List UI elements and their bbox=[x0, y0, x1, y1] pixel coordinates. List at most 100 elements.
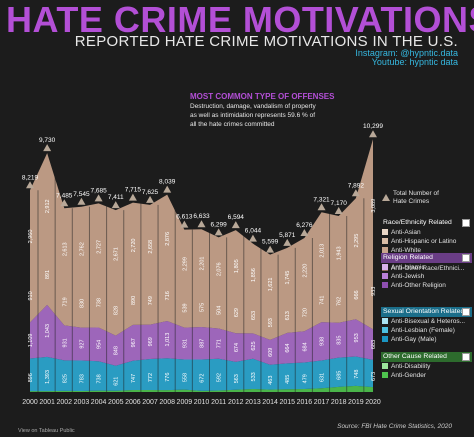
anti-white-value-label: 738 bbox=[97, 298, 103, 307]
x-tick-label: 2010 bbox=[194, 399, 210, 406]
legend-swatch bbox=[382, 318, 388, 324]
page-subtitle: REPORTED HATE CRIME MOTIVATIONS IN THE U… bbox=[74, 33, 458, 50]
anti-white-value-label: 762 bbox=[337, 297, 343, 306]
legend-item[interactable]: Anti-Gender bbox=[381, 371, 472, 380]
anti-black-value-label: 2,076 bbox=[217, 262, 223, 276]
legend-group-religion-related: Religion Related Anti-Islamic Anti-Jewish A… bbox=[381, 253, 472, 290]
anti-gay-value-label: 747 bbox=[131, 374, 137, 383]
anti-black-value-label: 2,876 bbox=[165, 232, 171, 246]
anti-white-value-label: 890 bbox=[131, 296, 137, 305]
annotation-heading: MOST COMMON TYPE OF OFFENSES bbox=[190, 92, 335, 101]
anti-black-value-label: 2,671 bbox=[114, 247, 120, 261]
anti-black-value-label: 1,805 bbox=[234, 259, 240, 273]
legend-item[interactable]: Anti-White bbox=[381, 246, 472, 255]
legend-group-other-cause-related: Other Cause Related Anti-Disability Anti-G… bbox=[381, 352, 472, 380]
checkbox-icon[interactable] bbox=[462, 308, 470, 316]
youtube-handle[interactable]: Youtube: hypntic data bbox=[371, 57, 458, 67]
legend-group-title[interactable]: Religion Related bbox=[381, 253, 472, 263]
legend-item[interactable]: Anti-Asian bbox=[381, 228, 472, 237]
anti-gay-value-label: 738 bbox=[97, 374, 103, 383]
legend-group-title[interactable]: Sexual Orientation Related bbox=[381, 307, 472, 317]
total-marker bbox=[266, 245, 275, 253]
anti-jewish-value-label: 664 bbox=[285, 343, 291, 352]
legend-item[interactable]: Anti-Gay (Male) bbox=[381, 335, 472, 344]
total-marker bbox=[197, 220, 206, 228]
anti-white-value-label: 629 bbox=[234, 308, 240, 317]
total-value-label: 8,039 bbox=[159, 179, 176, 186]
anti-jewish-value-label: 969 bbox=[148, 337, 154, 346]
anti-white-value-label: 830 bbox=[79, 299, 85, 308]
anti-gay-value-label: 592 bbox=[217, 373, 223, 382]
legend-swatch bbox=[382, 229, 388, 235]
anti-jewish-value-label: 674 bbox=[234, 343, 240, 352]
anti-black-value-label: 2,762 bbox=[79, 242, 85, 256]
legend-item[interactable]: Anti-Islamic bbox=[381, 263, 472, 272]
anti-white-value-label: 613 bbox=[285, 311, 291, 320]
anti-gay-value-label: 533 bbox=[251, 372, 257, 381]
legend-swatch bbox=[382, 363, 388, 369]
checkbox-icon[interactable] bbox=[462, 254, 470, 262]
anti-black-value-label: 2,613 bbox=[62, 242, 68, 256]
anti-gay-value-label: 631 bbox=[320, 373, 326, 382]
total-marker bbox=[77, 197, 86, 205]
checkbox-icon[interactable] bbox=[462, 219, 470, 227]
total-marker bbox=[43, 144, 52, 152]
total-value-label: 7,545 bbox=[73, 191, 90, 198]
checkbox-icon[interactable] bbox=[462, 353, 470, 361]
total-marker bbox=[60, 199, 69, 207]
area-other-cause-related bbox=[30, 385, 373, 392]
legend-group-title-text: Religion Related bbox=[383, 254, 433, 261]
legend-item[interactable]: Anti-Lesbian (Female) bbox=[381, 326, 472, 335]
total-value-label: 7,321 bbox=[313, 196, 330, 203]
anti-jewish-value-label: 953 bbox=[354, 333, 360, 342]
anti-white-value-label: 539 bbox=[182, 303, 188, 312]
total-value-label: 8,219 bbox=[22, 174, 39, 181]
anti-black-value-label: 2,013 bbox=[320, 244, 326, 258]
legend-swatch bbox=[382, 247, 388, 253]
x-tick-label: 2008 bbox=[159, 399, 175, 406]
total-marker bbox=[369, 130, 377, 138]
x-tick-label: 2002 bbox=[57, 399, 73, 406]
legend-swatch bbox=[382, 336, 388, 342]
legend-item[interactable]: Anti-Bisexual & Heteros... bbox=[381, 317, 472, 326]
anti-black-value-label: 1,943 bbox=[337, 246, 343, 260]
anti-jewish-value-label: 887 bbox=[200, 339, 206, 348]
x-tick-label: 2014 bbox=[262, 399, 278, 406]
legend-group-title[interactable]: Other Cause Related bbox=[381, 352, 472, 362]
legend-group-title[interactable]: Race/Ethnicity Related bbox=[381, 218, 472, 228]
x-tick-label: 2013 bbox=[245, 399, 261, 406]
total-marker bbox=[128, 193, 137, 201]
anti-gay-value-label: 485 bbox=[285, 375, 291, 384]
total-marker bbox=[26, 181, 34, 189]
anti-gay-value-label: 479 bbox=[302, 374, 308, 383]
legend-item-label: Anti-Gender bbox=[391, 372, 427, 379]
legend-swatch bbox=[382, 372, 388, 378]
legend-item[interactable]: Anti-Jewish bbox=[381, 272, 472, 281]
instagram-handle[interactable]: Instagram: @hypntic.data bbox=[355, 48, 458, 58]
anti-white-value-label: 828 bbox=[114, 306, 120, 315]
legend-item-label: Anti-Jewish bbox=[391, 273, 425, 280]
source-note: Source: FBI Hate Crime Statistics, 2020 bbox=[337, 423, 452, 430]
total-value-label: 7,170 bbox=[331, 200, 348, 207]
anti-white-value-label: 716 bbox=[165, 291, 171, 300]
total-value-label: 6,044 bbox=[245, 228, 262, 235]
total-value-label: 7,411 bbox=[108, 194, 124, 201]
annotation-line-2: as well as intimidation represents 59.6 … bbox=[190, 112, 316, 119]
x-tick-label: 2018 bbox=[331, 399, 347, 406]
page-title: HATE CRIME MOTIVATIONS bbox=[6, 0, 474, 40]
legend-item[interactable]: Anti-Hispanic or Latino bbox=[381, 237, 472, 246]
total-marker bbox=[317, 203, 326, 211]
anti-jewish-value-label: 1,043 bbox=[45, 324, 51, 338]
total-marker bbox=[300, 228, 309, 236]
tableau-link[interactable]: View on Tableau Public bbox=[18, 428, 75, 434]
x-tick-label: 2003 bbox=[74, 399, 90, 406]
anti-white-value-label: 593 bbox=[268, 318, 274, 327]
total-marker bbox=[111, 201, 120, 209]
legend-item[interactable]: Anti-Other Religion bbox=[381, 281, 472, 290]
legend-swatch bbox=[382, 264, 388, 270]
legend-item[interactable]: Anti-Disability bbox=[381, 362, 472, 371]
x-tick-label: 2015 bbox=[279, 399, 295, 406]
x-tick-label: 2019 bbox=[348, 399, 364, 406]
total-value-label: 7,892 bbox=[348, 182, 365, 189]
anti-gay-value-label: 748 bbox=[354, 370, 360, 379]
